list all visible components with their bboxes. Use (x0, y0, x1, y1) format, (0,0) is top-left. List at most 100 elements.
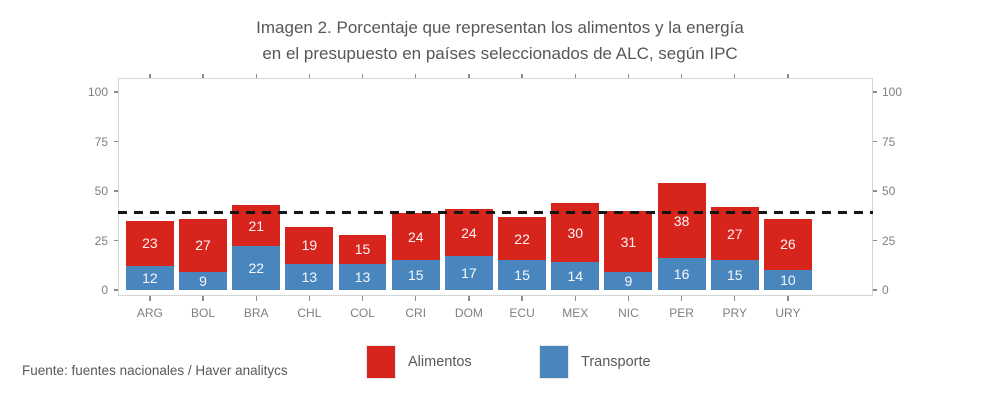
bar-value-label: 24 (407, 228, 424, 245)
transporte-swatch (539, 345, 569, 379)
bar-value-label: 24 (461, 224, 477, 241)
bar-value-label: 15 (407, 267, 424, 284)
y-axis-label-left: 75 (94, 134, 108, 149)
bar-value-label: 13 (354, 269, 371, 286)
bar-value-label: 26 (780, 236, 796, 253)
x-axis-label-BOL: BOL (191, 306, 216, 320)
bar-BOL: 27 9 (179, 218, 227, 290)
x-axis-tick-top (574, 74, 576, 78)
y-axis-tick-right (873, 91, 877, 93)
legend-item-alimentos: Alimentos (366, 345, 472, 379)
x-axis-tick-top (361, 74, 364, 78)
bar-NIC: 31 9 (604, 210, 653, 290)
bar-segment-alimentos-ECU: 22 (498, 216, 546, 261)
bar-value-label: 16 (673, 266, 690, 283)
reference-dashed-line (118, 211, 873, 215)
y-axis-label-right: 100 (882, 85, 903, 99)
x-axis-label-PER: PER (669, 306, 694, 320)
bar-value-label: 21 (248, 217, 265, 234)
legend-label-alimentos: Alimentos (408, 354, 472, 370)
x-axis-label-ARG: ARG (136, 306, 163, 320)
bar-value-label: 14 (567, 268, 584, 285)
bar-segment-alimentos-NIC: 31 (604, 210, 653, 273)
bar-COL: 15 13 (338, 234, 387, 290)
bar-segment-transporte-COL: 13 (338, 264, 387, 290)
bar-segment-alimentos-ARG: 23 (125, 220, 174, 267)
bar-segment-transporte-CRI: 15 (391, 260, 440, 290)
chart-title-line2: en el presupuesto en países seleccionado… (262, 44, 738, 63)
bar-MEX: 30 14 (551, 202, 600, 290)
x-axis-label-DOM: DOM (454, 306, 483, 320)
chart-title-line1: Imagen 2. Porcentaje que representan los… (256, 18, 744, 37)
bar-segment-transporte-NIC: 9 (604, 272, 653, 290)
bar-segment-transporte-CHL: 13 (285, 264, 334, 290)
x-axis-tick-bottom (627, 296, 630, 301)
legend-label-transporte: Transporte (581, 354, 651, 370)
bar-PRY: 27 15 (710, 206, 759, 290)
x-axis-tick-top (627, 74, 630, 78)
bar-value-label: 19 (301, 237, 318, 254)
bar-value-label: 27 (726, 225, 743, 242)
x-axis-label-CRI: CRI (405, 306, 427, 320)
x-axis-label-ECU: ECU (509, 306, 535, 320)
x-axis-tick-bottom (415, 296, 417, 301)
bar-value-label: 10 (780, 272, 796, 289)
bar-segment-transporte-MEX: 14 (551, 262, 600, 290)
bar-value-label: 15 (514, 267, 530, 284)
y-axis-label-left: 0 (101, 283, 108, 297)
bar-ARG: 23 12 (125, 220, 174, 290)
alimentos-swatch (366, 345, 396, 379)
y-axis-tick-right (873, 140, 877, 143)
bar-value-label: 38 (673, 212, 690, 229)
bar-segment-alimentos-CHL: 19 (285, 226, 334, 265)
y-axis-tick-left (114, 239, 118, 242)
x-axis-tick-bottom (521, 296, 523, 301)
bar-CRI: 24 15 (391, 212, 440, 290)
y-axis-tick-left (114, 289, 118, 291)
bar-value-label: 12 (142, 270, 158, 287)
chart-title: Imagen 2. Porcentaje que representan los… (0, 15, 1000, 67)
x-axis-tick-bottom (308, 296, 311, 301)
x-axis-tick-bottom (255, 296, 257, 301)
bar-value-label: 15 (354, 241, 371, 258)
bar-segment-alimentos-DOM: 24 (444, 208, 493, 257)
x-axis-tick-bottom (734, 296, 736, 301)
x-axis-tick-bottom (787, 296, 789, 301)
x-axis-tick-bottom (202, 296, 204, 301)
x-axis-tick-top (787, 74, 789, 78)
bar-segment-alimentos-PER: 38 (657, 183, 706, 259)
bar-DOM: 24 17 (444, 208, 493, 290)
y-axis-label-right: 75 (882, 134, 896, 149)
bar-value-label: 22 (514, 230, 530, 247)
bar-segment-alimentos-URY: 26 (764, 218, 812, 271)
x-axis-tick-top (202, 74, 204, 78)
x-axis-label-BRA: BRA (243, 306, 269, 320)
bar-segment-transporte-URY: 10 (764, 270, 812, 290)
x-axis-tick-bottom (574, 296, 576, 301)
x-axis-label-NIC: NIC (618, 306, 639, 320)
bar-value-label: 9 (199, 273, 207, 290)
x-axis-tick-top (308, 74, 311, 78)
bar-BRA: 21 22 (232, 204, 281, 290)
bar-segment-transporte-ARG: 12 (125, 266, 174, 290)
bar-URY: 26 10 (764, 218, 812, 290)
bar-value-label: 17 (461, 265, 477, 282)
bar-value-label: 9 (624, 273, 633, 290)
x-axis-label-CHL: CHL (297, 306, 322, 320)
y-axis-tick-right (873, 190, 877, 192)
bar-segment-alimentos-BOL: 27 (179, 218, 227, 273)
x-axis-tick-top (680, 74, 683, 78)
bar-segment-transporte-ECU: 15 (498, 260, 546, 290)
x-axis-tick-bottom (680, 296, 683, 301)
bar-value-label: 15 (726, 267, 743, 284)
bar-segment-alimentos-CRI: 24 (391, 212, 440, 261)
x-axis-tick-bottom (468, 296, 470, 301)
bar-value-label: 31 (620, 233, 637, 250)
bar-value-label: 30 (567, 224, 584, 241)
x-axis-label-PRY: PRY (722, 306, 747, 320)
y-axis-label-right: 0 (882, 283, 889, 297)
bar-ECU: 22 15 (498, 216, 546, 290)
y-axis-label-right: 50 (882, 184, 896, 198)
panel-border (118, 78, 873, 296)
